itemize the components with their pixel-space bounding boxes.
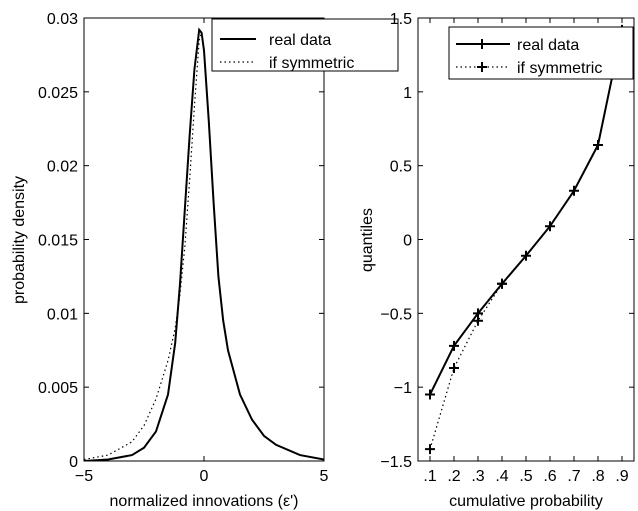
left-y-tick-label: 0.005 <box>38 380 78 397</box>
right-legend-marker-symmetric <box>477 62 487 72</box>
right-x-tick-label: .3 <box>471 468 484 485</box>
left-series <box>84 27 324 461</box>
right-legend-label-real: real data <box>517 37 579 54</box>
right-data-point-real <box>425 389 435 400</box>
right-y-tick-label: −0.5 <box>380 306 412 323</box>
right-y-tick-label: 1 <box>403 85 412 102</box>
right-series <box>425 24 627 455</box>
right-y-tick-label: 0 <box>403 233 412 250</box>
left-legend-label-symmetric: if symmetric <box>269 55 354 72</box>
right-data-point-symmetric <box>425 444 435 455</box>
left-x-ticks: −5 0 5 <box>75 18 329 485</box>
right-y-tick-label: 1.5 <box>390 11 412 28</box>
right-legend: real data if symmetric <box>448 26 634 80</box>
right-y-tick-label: −1 <box>394 380 412 397</box>
left-y-tick-label: 0.01 <box>47 306 78 323</box>
right-x-tick-label: .6 <box>543 468 556 485</box>
right-y-axis-label: quantiles <box>359 208 376 272</box>
left-x-tick-label: −5 <box>75 468 93 485</box>
right-series-line-symmetric <box>429 283 503 450</box>
left-series-line-symmetric <box>84 32 324 461</box>
left-legend: real data if symmetric <box>211 18 399 72</box>
right-y-ticks: −1.5 −1 −0.5 0 0.5 1 1.5 <box>380 11 634 471</box>
right-x-tick-label: .4 <box>495 468 508 485</box>
left-series-line-real <box>84 27 324 461</box>
right-plot-frame <box>417 17 635 462</box>
left-y-tick-label: 0.015 <box>38 233 78 250</box>
right-x-tick-label: .5 <box>519 468 532 485</box>
left-x-tick-label: 5 <box>320 468 329 485</box>
right-y-tick-label: 0.5 <box>390 159 412 176</box>
right-x-tick-label: .9 <box>615 468 628 485</box>
right-legend-box <box>448 26 634 80</box>
left-y-tick-label: 0.02 <box>47 159 78 176</box>
right-data-point-real <box>521 250 531 261</box>
right-data-point-real <box>473 308 483 319</box>
right-data-point-real <box>593 139 603 150</box>
left-y-tick-label: 0.03 <box>47 11 78 28</box>
right-legend-marker-real <box>477 39 487 49</box>
left-legend-label-real: real data <box>269 32 331 49</box>
right-data-point-real <box>497 278 507 289</box>
left-y-tick-label: 0.025 <box>38 85 78 102</box>
left-plot-frame <box>83 17 325 462</box>
right-x-axis-label: cumulative probability <box>449 493 603 510</box>
left-y-axis-label: probability density <box>11 176 28 304</box>
right-x-tick-label: .1 <box>423 468 436 485</box>
left-y-tick-label: 0 <box>69 454 78 471</box>
right-data-point-real <box>569 185 579 196</box>
right-legend-label-symmetric: if symmetric <box>517 60 602 77</box>
left-x-tick-label: 0 <box>200 468 209 485</box>
right-series-line-real <box>429 29 623 395</box>
left-y-ticks: 0 0.005 0.01 0.015 0.02 0.025 0.03 <box>38 11 324 471</box>
right-x-tick-label: .2 <box>447 468 460 485</box>
right-x-tick-label: .8 <box>591 468 604 485</box>
right-x-ticks: .1 .2 .3 .4 .5 .6 .7 .8 .9 <box>423 18 629 485</box>
left-x-axis-label: normalized innovations (ε') <box>110 493 299 510</box>
right-data-point-real <box>545 221 555 232</box>
right-data-point-real <box>449 340 459 351</box>
right-data-point-symmetric <box>449 362 459 373</box>
right-y-tick-label: −1.5 <box>380 454 412 471</box>
right-x-tick-label: .7 <box>567 468 580 485</box>
right-panel-quantiles: −1.5 −1 −0.5 0 0.5 1 1.5 .1 .2 .3 .4 .5 .6 .7 .8 .9 cu… <box>359 11 635 510</box>
